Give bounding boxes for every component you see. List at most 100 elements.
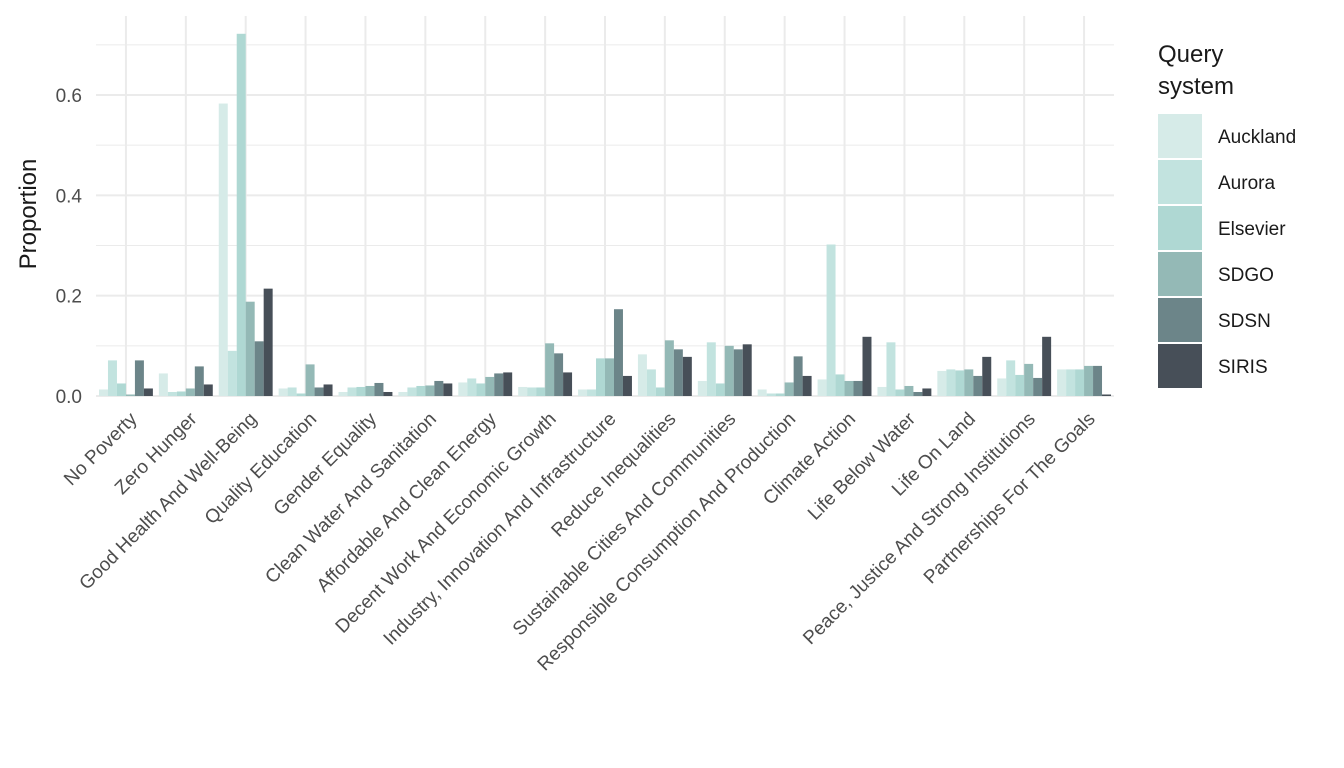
bar-aurora-9 (646, 369, 656, 396)
bar-sdgo-0 (125, 394, 135, 396)
bar-sdsn-1 (194, 366, 204, 396)
bar-auckland-15 (997, 378, 1007, 396)
bar-auckland-3 (278, 388, 288, 396)
legend-label-sdgo: SDGO (1218, 265, 1274, 286)
y-tick-label: 0.2 (56, 287, 82, 308)
bar-elsevier-2 (236, 33, 246, 397)
bar-sdsn-11 (793, 356, 803, 396)
legend-key-aurora (1158, 160, 1202, 204)
bar-auckland-5 (398, 391, 408, 396)
bar-sdsn-5 (434, 380, 444, 396)
bar-sdgo-6 (485, 376, 495, 396)
bar-siris-4 (383, 391, 393, 396)
bar-aurora-5 (407, 387, 417, 396)
bar-auckland-12 (817, 379, 827, 396)
bar-elsevier-6 (476, 383, 486, 396)
legend-key-elsevier (1158, 206, 1202, 250)
bar-sdsn-16 (1093, 365, 1103, 396)
x-tick-label: Decent Work And Economic Growth (332, 409, 561, 638)
bar-aurora-0 (107, 360, 117, 396)
bar-elsevier-16 (1075, 369, 1085, 396)
bar-siris-11 (802, 375, 812, 396)
bar-siris-10 (742, 344, 752, 396)
bar-aurora-7 (527, 387, 537, 396)
bar-aurora-16 (1066, 369, 1076, 396)
bar-elsevier-7 (536, 387, 546, 396)
bar-elsevier-14 (955, 370, 965, 396)
bars (98, 33, 1112, 397)
bar-sdsn-10 (733, 349, 743, 396)
bar-siris-12 (862, 336, 872, 396)
bar-sdsn-15 (1033, 377, 1043, 396)
bar-siris-16 (1102, 394, 1112, 396)
bar-sdgo-3 (305, 364, 315, 396)
bar-sdgo-10 (724, 345, 734, 396)
bar-sdsn-14 (973, 375, 983, 396)
bar-sdsn-6 (494, 373, 504, 396)
bar-auckland-13 (877, 386, 887, 396)
bar-siris-9 (682, 356, 692, 396)
bar-sdsn-7 (554, 353, 564, 396)
bar-elsevier-3 (296, 393, 306, 396)
bar-sdgo-4 (365, 385, 375, 396)
bar-aurora-6 (467, 378, 477, 396)
bar-auckland-14 (937, 370, 947, 396)
legend-title-line-2: system (1158, 73, 1234, 100)
bar-aurora-8 (587, 389, 597, 396)
bar-sdgo-5 (425, 385, 435, 396)
bar-sdsn-12 (853, 380, 863, 396)
bar-sdgo-11 (784, 382, 794, 396)
bar-siris-6 (503, 372, 513, 396)
bar-siris-0 (143, 388, 153, 396)
bar-siris-3 (323, 384, 333, 396)
bar-elsevier-5 (416, 385, 426, 396)
bar-aurora-14 (946, 369, 956, 396)
legend-label-sdsn: SDSN (1218, 311, 1271, 332)
bar-sdgo-12 (844, 380, 854, 396)
bar-auckland-7 (518, 386, 528, 396)
legend-key-sdsn (1158, 298, 1202, 342)
bar-auckland-2 (218, 103, 228, 397)
bar-sdgo-13 (904, 385, 914, 396)
y-tick-label: 0.0 (56, 387, 82, 408)
bar-sdgo-7 (545, 343, 555, 396)
bar-aurora-13 (886, 342, 896, 396)
x-tick-label: Gender Equality (270, 408, 382, 520)
legend-label-auckland: Auckland (1218, 127, 1296, 148)
bar-siris-15 (1042, 336, 1052, 396)
y-axis-ticks: 0.0 0.2 0.4 0.6 (56, 86, 83, 408)
legend-title-line-1: Query (1158, 41, 1223, 68)
bar-auckland-10 (697, 380, 707, 396)
bar-sdgo-2 (245, 301, 255, 396)
bar-aurora-4 (347, 387, 357, 396)
bar-siris-13 (922, 388, 932, 396)
legend-key-auckland (1158, 114, 1202, 158)
bar-sdsn-13 (913, 391, 923, 396)
bar-aurora-2 (227, 350, 237, 396)
bar-siris-14 (982, 356, 992, 396)
legend-key-sdgo (1158, 252, 1202, 296)
bar-sdsn-0 (134, 360, 144, 396)
x-tick-label: Quality Education (201, 409, 321, 529)
y-tick-label: 0.4 (56, 186, 83, 207)
bar-sdsn-8 (613, 309, 623, 396)
bar-siris-2 (263, 288, 273, 396)
bar-siris-8 (622, 375, 632, 396)
y-axis-title: Proportion (15, 159, 42, 270)
bar-auckland-11 (757, 389, 767, 396)
bar-aurora-1 (167, 391, 177, 396)
bar-siris-1 (203, 384, 213, 396)
bar-sdgo-15 (1024, 363, 1034, 396)
bar-auckland-9 (637, 354, 647, 396)
bar-auckland-8 (578, 389, 588, 396)
bar-auckland-6 (458, 382, 468, 396)
bar-elsevier-15 (1015, 374, 1025, 396)
grid-lines (96, 16, 1114, 397)
bar-elsevier-12 (835, 374, 845, 396)
legend-label-aurora: Aurora (1218, 173, 1275, 194)
bar-aurora-15 (1006, 360, 1016, 396)
bar-auckland-0 (98, 389, 108, 396)
y-tick-label: 0.6 (56, 86, 82, 107)
